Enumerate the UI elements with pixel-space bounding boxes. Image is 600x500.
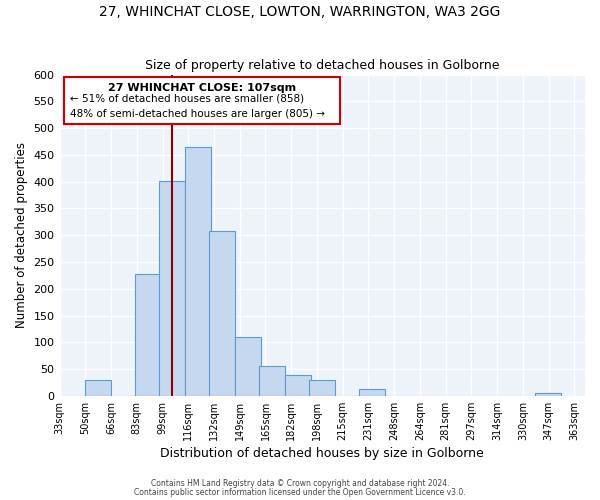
Y-axis label: Number of detached properties: Number of detached properties [15,142,28,328]
Text: 27, WHINCHAT CLOSE, LOWTON, WARRINGTON, WA3 2GG: 27, WHINCHAT CLOSE, LOWTON, WARRINGTON, … [100,5,500,19]
Bar [310,380,335,396]
Bar [209,232,235,396]
Bar [85,380,111,396]
Bar [285,376,311,396]
Text: Contains HM Land Registry data © Crown copyright and database right 2024.: Contains HM Land Registry data © Crown c… [151,479,449,488]
Bar [185,147,211,396]
X-axis label: Distribution of detached houses by size in Golborne: Distribution of detached houses by size … [160,447,484,460]
Text: Contains public sector information licensed under the Open Government Licence v3: Contains public sector information licen… [134,488,466,497]
Bar [160,180,185,396]
Text: ← 51% of detached houses are smaller (858): ← 51% of detached houses are smaller (85… [70,94,304,104]
Title: Size of property relative to detached houses in Golborne: Size of property relative to detached ho… [145,59,500,72]
Bar [64,77,340,124]
Text: 48% of semi-detached houses are larger (805) →: 48% of semi-detached houses are larger (… [70,109,325,119]
Bar [535,393,561,396]
Bar [235,337,261,396]
Bar [359,389,385,396]
Bar [259,366,285,396]
Text: 27 WHINCHAT CLOSE: 107sqm: 27 WHINCHAT CLOSE: 107sqm [108,82,296,92]
Bar [135,274,161,396]
